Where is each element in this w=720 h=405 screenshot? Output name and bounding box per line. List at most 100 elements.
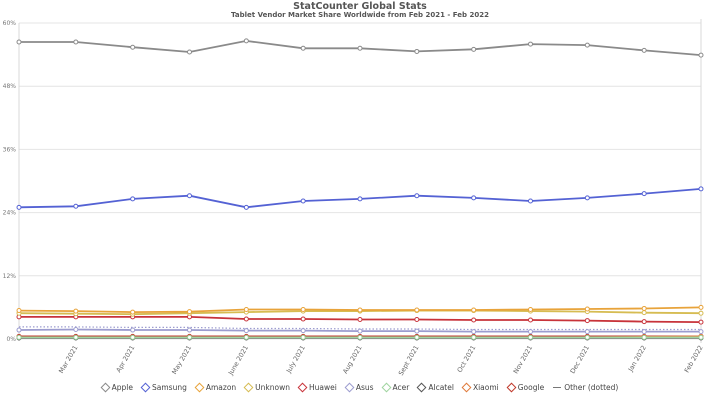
data-point[interactable]: [73, 327, 79, 333]
legend-item[interactable]: Samsung: [140, 382, 187, 393]
data-point[interactable]: [187, 193, 192, 199]
data-point[interactable]: [698, 334, 704, 340]
data-point[interactable]: [243, 334, 249, 340]
data-point[interactable]: [16, 308, 22, 314]
legend-item[interactable]: Alcatel: [416, 382, 454, 393]
data-point[interactable]: [130, 309, 136, 315]
legend-item[interactable]: Google: [506, 382, 544, 393]
data-point[interactable]: [528, 329, 533, 335]
data-point[interactable]: [357, 328, 363, 334]
data-point[interactable]: [130, 196, 136, 202]
legend-item[interactable]: Huawei: [297, 382, 337, 393]
data-point[interactable]: [641, 47, 647, 53]
data-point[interactable]: [130, 327, 136, 333]
data-point[interactable]: [300, 334, 306, 340]
data-point[interactable]: [528, 307, 533, 313]
data-point[interactable]: [300, 316, 306, 322]
data-point[interactable]: [300, 45, 306, 51]
data-point[interactable]: [698, 304, 704, 310]
data-point[interactable]: [187, 309, 192, 315]
data-point[interactable]: [357, 317, 363, 323]
data-point[interactable]: [243, 38, 249, 44]
data-point[interactable]: [641, 305, 647, 311]
data-point[interactable]: [471, 334, 477, 340]
data-point[interactable]: [641, 191, 647, 197]
data-point[interactable]: [243, 328, 249, 334]
data-point[interactable]: [130, 334, 136, 340]
data-point[interactable]: [698, 329, 704, 335]
data-point[interactable]: [698, 319, 704, 325]
legend-label: Samsung: [152, 383, 187, 392]
data-point[interactable]: [584, 318, 590, 324]
x-tick-label: Mar 2021: [57, 344, 79, 375]
data-point[interactable]: [698, 310, 704, 316]
data-point[interactable]: [300, 307, 306, 313]
legend-item[interactable]: Asus: [344, 382, 374, 393]
data-point[interactable]: [187, 49, 192, 55]
data-point[interactable]: [414, 193, 420, 199]
x-tick-label: July 2021: [284, 344, 307, 375]
data-point[interactable]: [243, 204, 249, 210]
data-point[interactable]: [584, 306, 590, 312]
data-point[interactable]: [414, 307, 420, 313]
data-point[interactable]: [357, 334, 363, 340]
legend: Apple Samsung Amazon Unknown Huawei Asus Acer A…: [0, 382, 720, 393]
diamond-icon: [243, 382, 254, 393]
y-tick-label: 48%: [3, 83, 17, 90]
data-point[interactable]: [584, 195, 590, 201]
legend-item[interactable]: Amazon: [194, 382, 236, 393]
legend-item[interactable]: Apple: [100, 382, 133, 393]
data-point[interactable]: [584, 334, 590, 340]
data-point[interactable]: [16, 39, 22, 45]
data-point[interactable]: [187, 327, 192, 333]
data-point[interactable]: [641, 329, 647, 335]
data-point[interactable]: [357, 45, 363, 51]
x-tick-label: May 2021: [170, 344, 193, 376]
data-point[interactable]: [698, 52, 704, 58]
data-point[interactable]: [471, 329, 477, 335]
diamond-icon: [461, 382, 472, 393]
data-point[interactable]: [300, 328, 306, 334]
series-samsung: [16, 186, 704, 210]
data-point[interactable]: [16, 204, 22, 210]
series-huawei: [16, 314, 704, 325]
data-point[interactable]: [414, 317, 420, 323]
data-point[interactable]: [243, 316, 249, 322]
data-point[interactable]: [357, 196, 363, 202]
data-point[interactable]: [528, 198, 533, 204]
data-point[interactable]: [584, 329, 590, 335]
diamond-icon: [100, 382, 111, 393]
data-point[interactable]: [471, 195, 477, 201]
data-point[interactable]: [641, 310, 647, 316]
data-point[interactable]: [16, 327, 22, 333]
data-point[interactable]: [641, 334, 647, 340]
data-point[interactable]: [130, 44, 136, 50]
x-tick-label: Jan 2022: [626, 344, 648, 374]
data-point[interactable]: [73, 203, 79, 209]
data-point[interactable]: [528, 41, 533, 47]
data-point[interactable]: [73, 308, 79, 314]
data-point[interactable]: [414, 48, 420, 54]
data-point[interactable]: [528, 334, 533, 340]
legend-label: Asus: [355, 383, 374, 392]
data-point[interactable]: [243, 307, 249, 313]
data-point[interactable]: [73, 39, 79, 45]
data-point[interactable]: [471, 46, 477, 52]
data-point[interactable]: [641, 319, 647, 325]
data-point[interactable]: [16, 334, 22, 340]
data-point[interactable]: [73, 334, 79, 340]
legend-item[interactable]: Xiaomi: [461, 382, 499, 393]
data-point[interactable]: [300, 198, 306, 204]
data-point[interactable]: [414, 334, 420, 340]
data-point[interactable]: [414, 328, 420, 334]
data-point[interactable]: [584, 42, 590, 48]
data-point[interactable]: [528, 317, 533, 323]
data-point[interactable]: [471, 317, 477, 323]
data-point[interactable]: [357, 307, 363, 313]
data-point[interactable]: [187, 334, 192, 340]
legend-item[interactable]: Other (dotted): [553, 383, 618, 392]
data-point[interactable]: [471, 307, 477, 313]
data-point[interactable]: [698, 186, 704, 192]
legend-item[interactable]: Unknown: [243, 382, 290, 393]
legend-item[interactable]: Acer: [381, 382, 409, 393]
